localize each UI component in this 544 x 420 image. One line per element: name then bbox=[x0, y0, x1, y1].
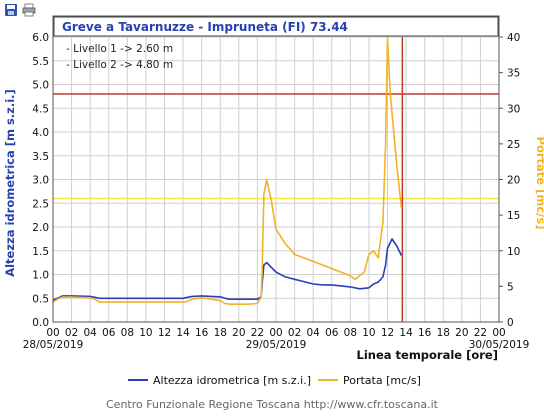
x-tick-label: 18 bbox=[214, 327, 227, 339]
x-tick-label: 02 bbox=[288, 327, 301, 339]
annotation-level-2: - Livello 2 -> 4.80 m bbox=[66, 59, 173, 71]
y-axis-label: Altezza idrometrica [m s.z.i.] bbox=[3, 89, 17, 277]
x-tick-label: 22 bbox=[474, 327, 487, 339]
series-line-portata bbox=[52, 36, 403, 306]
y-tick-label: 0.0 bbox=[32, 317, 49, 329]
title-box bbox=[53, 16, 499, 37]
y2-tick-label: 15 bbox=[507, 210, 520, 222]
x-tick-label: 12 bbox=[158, 327, 171, 339]
y-tick-label: 1.5 bbox=[32, 246, 49, 258]
x-tick-label: 20 bbox=[455, 327, 468, 339]
legend-label-altezza: Altezza idrometrica [m s.z.i.] bbox=[153, 374, 311, 387]
annotation-level-1: - Livello 1 -> 2.60 m bbox=[66, 43, 173, 55]
y2-tick-label: 25 bbox=[507, 139, 520, 151]
x-tick-label: 08 bbox=[344, 327, 357, 339]
x-tick-label: 14 bbox=[176, 327, 190, 339]
x-tick-label: 04 bbox=[83, 327, 97, 339]
y-tick-label: 4.0 bbox=[32, 127, 49, 139]
x-date-label: 29/05/2019 bbox=[246, 339, 307, 351]
x-tick-label: 18 bbox=[437, 327, 450, 339]
x-tick-label: 20 bbox=[232, 327, 245, 339]
x-tick-label: 08 bbox=[121, 327, 134, 339]
y-tick-label: 0.5 bbox=[32, 293, 49, 305]
y-tick-label: 2.0 bbox=[32, 222, 49, 234]
x-tick-label: 22 bbox=[251, 327, 264, 339]
y-tick-label: 3.5 bbox=[32, 151, 49, 163]
y2-axis-label: Portate [mc/s] bbox=[534, 137, 544, 230]
x-tick-label: 10 bbox=[362, 327, 375, 339]
y-tick-label: 5.5 bbox=[32, 56, 49, 68]
x-date-label: 30/05/2019 bbox=[469, 339, 530, 351]
plot-frame bbox=[52, 15, 500, 323]
y2-tick-label: 5 bbox=[507, 281, 514, 293]
x-tick-label: 14 bbox=[399, 327, 413, 339]
y-tick-label: 3.0 bbox=[32, 175, 49, 187]
x-tick-label: 00 bbox=[492, 327, 505, 339]
x-tick-label: 02 bbox=[65, 327, 78, 339]
y-tick-label: 6.0 bbox=[32, 32, 49, 44]
hydrometric-chart: 0.0 0.5 1.0 1.5 2.0 2.5 3.0 3.5 4.0 4.5 5.0 5.5 6.0 0… bbox=[3, 15, 544, 387]
toolbar bbox=[4, 3, 36, 21]
legend: Altezza idrometrica [m s.z.i.] Portata [… bbox=[128, 374, 421, 387]
x-tick-label: 00 bbox=[269, 327, 282, 339]
x-tick-label: 16 bbox=[418, 327, 432, 339]
x-tick-label: 16 bbox=[195, 327, 209, 339]
footer-credit: Centro Funzionale Regione Toscana http:/… bbox=[106, 398, 438, 411]
chart-ticks: 0.0 0.5 1.0 1.5 2.0 2.5 3.0 3.5 4.0 4.5 5.0 5.5 6.0 0… bbox=[23, 32, 530, 351]
x-tick-label: 06 bbox=[325, 327, 339, 339]
chart-grid bbox=[52, 36, 500, 323]
y2-tick-label: 10 bbox=[507, 246, 520, 258]
chart-series bbox=[52, 36, 403, 306]
print-icon[interactable] bbox=[22, 3, 36, 17]
x-tick-label: 04 bbox=[306, 327, 320, 339]
y2-tick-label: 40 bbox=[507, 32, 520, 44]
x-tick-label: 10 bbox=[139, 327, 152, 339]
chart-axes bbox=[499, 36, 503, 323]
x-tick-label: 12 bbox=[381, 327, 394, 339]
y-tick-label: 2.5 bbox=[32, 198, 49, 210]
threshold-lines bbox=[53, 37, 499, 322]
y2-tick-label: 0 bbox=[507, 317, 514, 329]
series-line-altezza bbox=[52, 238, 403, 301]
y-tick-label: 1.0 bbox=[32, 270, 49, 282]
y2-tick-label: 35 bbox=[507, 68, 520, 80]
x-axis-label: Linea temporale [ore] bbox=[357, 348, 499, 362]
y2-tick-label: 20 bbox=[507, 175, 520, 187]
y-tick-label: 5.0 bbox=[32, 80, 49, 92]
chart-title: Greve a Tavarnuzze - Impruneta (FI) 73.4… bbox=[62, 20, 348, 34]
x-tick-label: 06 bbox=[102, 327, 116, 339]
legend-label-portata: Portata [mc/s] bbox=[343, 374, 421, 387]
save-icon[interactable] bbox=[4, 3, 18, 17]
x-tick-label: 00 bbox=[46, 327, 59, 339]
y-tick-label: 4.5 bbox=[32, 103, 49, 115]
x-date-label: 28/05/2019 bbox=[23, 339, 84, 351]
y2-tick-label: 30 bbox=[507, 103, 520, 115]
